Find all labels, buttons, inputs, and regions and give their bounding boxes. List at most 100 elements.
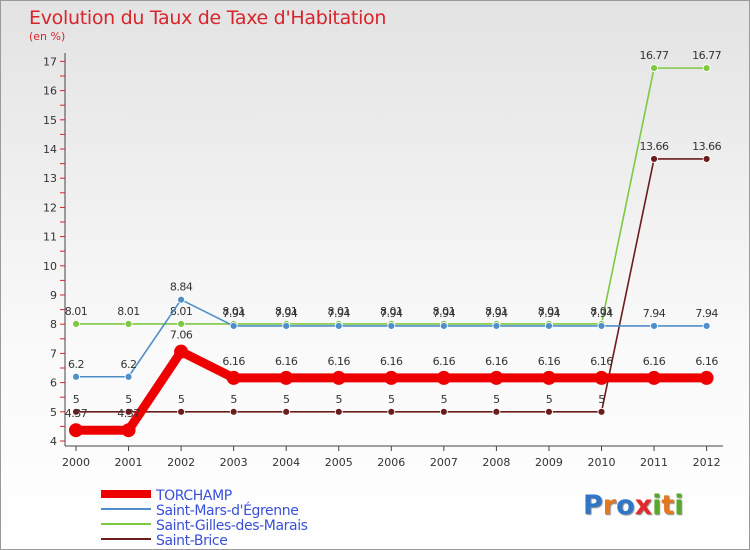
data-label: 7.94 [643,307,666,320]
logo-letter: P [583,490,603,521]
data-point [597,322,606,330]
data-label: 7.94 [590,307,613,320]
data-label: 6.16 [485,355,508,368]
data-point [282,322,291,330]
data-point [647,370,662,385]
x-tick-label: 2003 [220,456,248,469]
logo-letter: t [661,490,675,521]
data-label: 6.16 [222,355,245,368]
data-label: 7.94 [222,307,245,320]
x-tick-label: 2005 [325,456,353,469]
data-point [387,407,396,416]
data-point [177,295,186,304]
data-point [489,370,504,385]
series-saint-mars-d-grenne: 6.2 6.2 8.84 7.94 7.94 7.94 7.94 7.94 7.94 7.94 7.… [68,281,719,381]
data-label: 6.16 [328,355,351,368]
y-tick-label: 11 [43,231,57,244]
legend-label: Saint-Mars-d'Égrenne [156,502,298,519]
data-point [72,372,80,381]
y-tick-label: 15 [43,114,57,127]
chart-subtitle: (en %) [29,30,66,43]
data-label: 5 [546,393,553,406]
y-tick-label: 14 [43,143,57,156]
data-label: 5 [230,393,237,406]
y-tick-label: 17 [43,55,57,68]
data-point [384,370,399,385]
x-tick-label: 2002 [167,456,195,469]
x-tick-label: 2012 [693,456,721,469]
logo-letter: r [602,490,617,521]
data-label: 8.01 [433,305,456,318]
x-tick-label: 2009 [535,456,563,469]
data-label: 8.01 [380,305,403,318]
data-point [439,322,448,330]
data-point [226,370,241,385]
data-label: 5 [388,393,395,406]
logo-letter: i [652,490,662,521]
data-label: 8.01 [590,305,613,318]
data-label: 6.16 [433,355,456,368]
data-label: 6.16 [590,355,613,368]
x-tick-label: 2011 [640,456,668,469]
y-tick-label: 8 [50,318,57,331]
data-point [702,155,711,163]
data-label: 5 [125,393,132,406]
data-label: 6.2 [121,358,137,371]
data-label: 5 [73,393,80,406]
data-point [174,344,189,359]
data-point [702,322,711,330]
data-label: 8.84 [170,281,193,294]
brand-logo: Proxiti [583,490,684,521]
data-label: 5 [493,393,500,406]
data-point [124,320,133,328]
y-tick-label: 5 [50,406,57,419]
data-label: 8.01 [538,305,561,318]
legend-label: Saint-Gilles-des-Marais [156,518,308,534]
data-label: 6.16 [695,355,718,368]
axes-group: 4 5 6 7 8 9 10 11 12 13 14 15 16 17 2000 2001 2002 2003 20… [43,53,723,469]
data-point [699,370,714,385]
data-point [124,372,133,381]
data-point [279,370,294,385]
data-point [177,320,186,328]
data-point [72,320,80,328]
data-point [334,407,343,416]
data-point [331,370,346,385]
data-label: 6.16 [643,355,666,368]
data-point [177,407,186,416]
y-tick-label: 16 [43,85,57,98]
data-point [650,64,658,73]
data-point [650,322,658,330]
logo-letter: o [616,490,635,521]
legend-label: Saint-Brice [156,533,227,549]
y-tick-label: 10 [43,260,57,273]
data-label: 6.16 [538,355,561,368]
y-tick-label: 7 [50,347,57,360]
data-label: 5 [441,393,448,406]
data-label: 16.77 [640,49,669,62]
data-label: 8.01 [222,305,245,318]
chart-title: Evolution du Taux de Taxe d'Habitation [29,7,387,29]
data-label: 4.37 [117,407,140,420]
data-point [702,64,711,73]
data-label: 8.01 [328,305,351,318]
y-tick-label: 12 [43,201,57,214]
data-label: 7.06 [170,329,193,342]
series-saint-brice: 5 5 5 5 5 5 5 5 5 5 5 13.66 13.66 [72,140,722,416]
data-point [229,407,238,416]
data-label: 13.66 [692,140,721,153]
data-point [229,322,238,330]
data-point [334,322,343,330]
logo-letter: i [674,490,684,521]
data-label: 13.66 [640,140,669,153]
y-tick-label: 9 [50,289,57,302]
data-point [545,407,553,416]
data-label: 5 [283,393,290,406]
data-label: 7.94 [695,307,718,320]
data-label: 7.94 [538,307,561,320]
data-point [492,407,501,416]
data-label: 7.94 [433,307,456,320]
data-point [69,423,83,438]
data-label: 5 [178,393,185,406]
